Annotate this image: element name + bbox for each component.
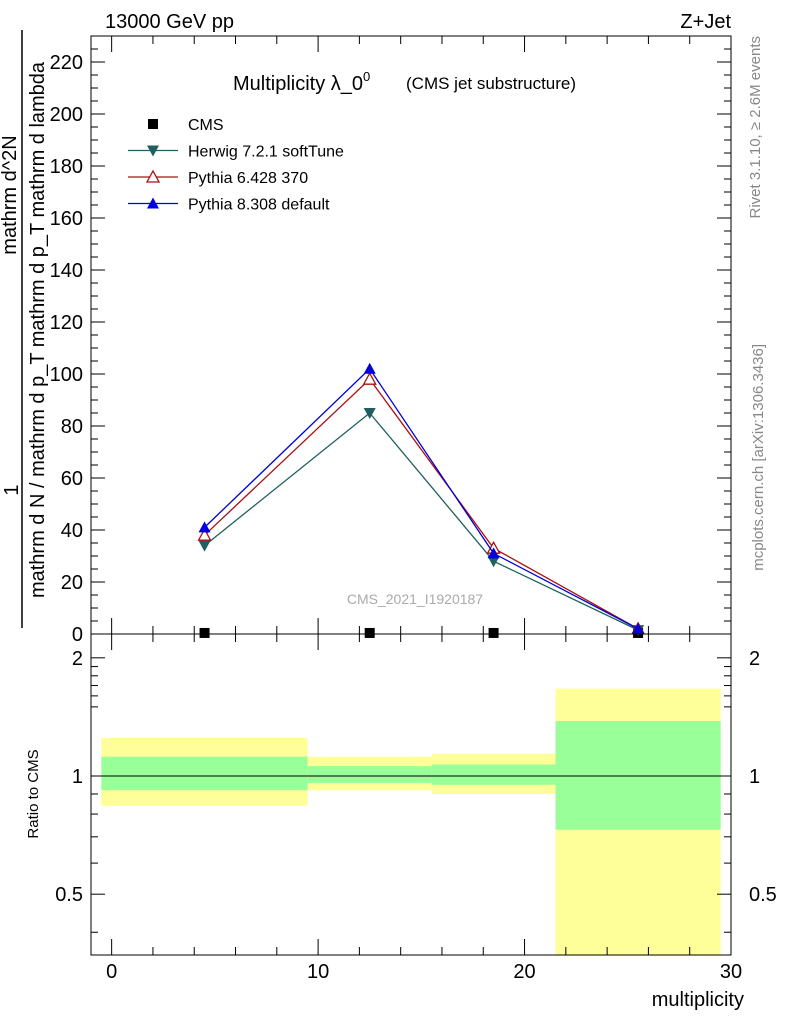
y-tick-label: 40: [61, 520, 83, 542]
x-tick-label: 10: [307, 961, 329, 983]
y-tick-label: 180: [50, 156, 83, 178]
ratio-y-label: Ratio to CMS: [25, 749, 42, 838]
data-point-pythia8: [632, 622, 645, 634]
data-point-cms: [488, 627, 499, 638]
header-process-label: Z+Jet: [680, 11, 731, 33]
series-cms: [199, 627, 644, 638]
data-point-herwig: [363, 408, 376, 419]
mcplots-label: mcplots.cern.ch [arXiv:1306.3436]: [750, 344, 767, 571]
data-point-herwig: [198, 540, 211, 552]
ratio-tick-labels: 0.5 0.5 1 1 2 2: [55, 648, 777, 906]
ratio-tick-label-right: 2: [749, 648, 760, 670]
ratio-inner-band: [555, 721, 721, 830]
y-tick-label: 20: [61, 572, 83, 594]
y-tick-label: 100: [50, 364, 83, 386]
main-panel-frame: [90, 35, 732, 635]
ratio-inner-band: [431, 764, 556, 785]
legend-entry-label: Pythia 6.428 370: [188, 170, 308, 187]
ratio-tick-label-right: 0.5: [749, 884, 777, 906]
main-panel: 0 20 40 60 80 100 120 140 160 180 200 220 Multiplic…: [0, 30, 732, 646]
y-label-denominator-top: mathrm d^2N: [0, 135, 21, 254]
legend-marker: [145, 169, 161, 183]
ratio-panel: 0.5 0.5 1 1 2 2 0 10 20 30 Ratio to CMS multipli…: [25, 633, 777, 1011]
ratio-tick-label-left: 1: [72, 766, 83, 788]
legend-entry-label: CMS: [188, 117, 224, 134]
ratio-tick-label-left: 2: [72, 648, 83, 670]
data-point-pythia6: [362, 371, 377, 385]
y-tick-label: 0: [72, 624, 83, 646]
data-point-cms: [364, 627, 375, 638]
plot-title-sup: 0: [363, 69, 370, 84]
plot-subtitle: (CMS jet substructure): [406, 74, 576, 93]
data-point-pythia8: [198, 521, 211, 533]
legend-entry-label: Pythia 8.308 default: [188, 197, 330, 214]
legend-marker: [147, 145, 159, 157]
header-energy-label: 13000 GeV pp: [105, 11, 234, 33]
x-tick-labels: 0 10 20 30: [106, 961, 742, 983]
y-tick-label: 220: [50, 52, 83, 74]
y-tick-label: 160: [50, 208, 83, 230]
series-line-herwig: [204, 412, 639, 631]
y-tick-label: 120: [50, 312, 83, 334]
ratio-bands: [101, 688, 721, 955]
plot-title-main: Multiplicity λ_0: [233, 73, 363, 95]
data-point-pythia8: [487, 547, 500, 559]
x-axis-label: multiplicity: [652, 989, 744, 1011]
y-tick-label: 200: [50, 104, 83, 126]
legend-marker: [148, 119, 158, 129]
y-label-numerator: 1: [1, 484, 23, 495]
ratio-tick-label-left: 0.5: [55, 884, 83, 906]
data-point-herwig: [487, 556, 500, 568]
series-pythia8: [198, 362, 645, 634]
y-tick-label: 80: [61, 416, 83, 438]
main-y-tick-labels: 0 20 40 60 80 100 120 140 160 180 200 220: [50, 52, 83, 646]
series-layer: [197, 362, 646, 638]
ratio-tick-label-right: 1: [749, 766, 760, 788]
x-tick-label: 20: [513, 961, 535, 983]
data-point-cms: [199, 627, 210, 638]
ratio-inner-band: [101, 756, 308, 791]
rivet-version-label: Rivet 3.1.10, ≥ 2.6M events: [747, 36, 764, 219]
y-label-denominator: mathrm d N / mathrm d p_T mathrm d p_T m…: [27, 61, 49, 598]
series-line-pythia8: [204, 367, 639, 630]
analysis-watermark: CMS_2021_I1920187: [347, 591, 483, 607]
legend: CMS Herwig 7.2.1 softTune Pythia 6.428 370…: [128, 117, 344, 214]
data-point-pythia8: [363, 362, 376, 374]
legend-entry-label: Herwig 7.2.1 softTune: [188, 144, 344, 161]
data-point-pythia6: [197, 527, 212, 541]
ratio-panel-frame: [90, 633, 732, 956]
series-line-pythia6: [204, 378, 639, 630]
main-y-ticks: [91, 35, 731, 635]
x-tick-label: 0: [106, 961, 117, 983]
x-tick-label: 30: [720, 961, 742, 983]
ratio-inner-band: [307, 766, 432, 783]
y-tick-label: 60: [61, 468, 83, 490]
legend-marker: [147, 197, 159, 209]
y-tick-label: 140: [50, 260, 83, 282]
main-x-ticks: [111, 36, 732, 634]
ratio-ticks: [91, 634, 732, 955]
plot-title: Multiplicity λ_00: [233, 69, 370, 95]
